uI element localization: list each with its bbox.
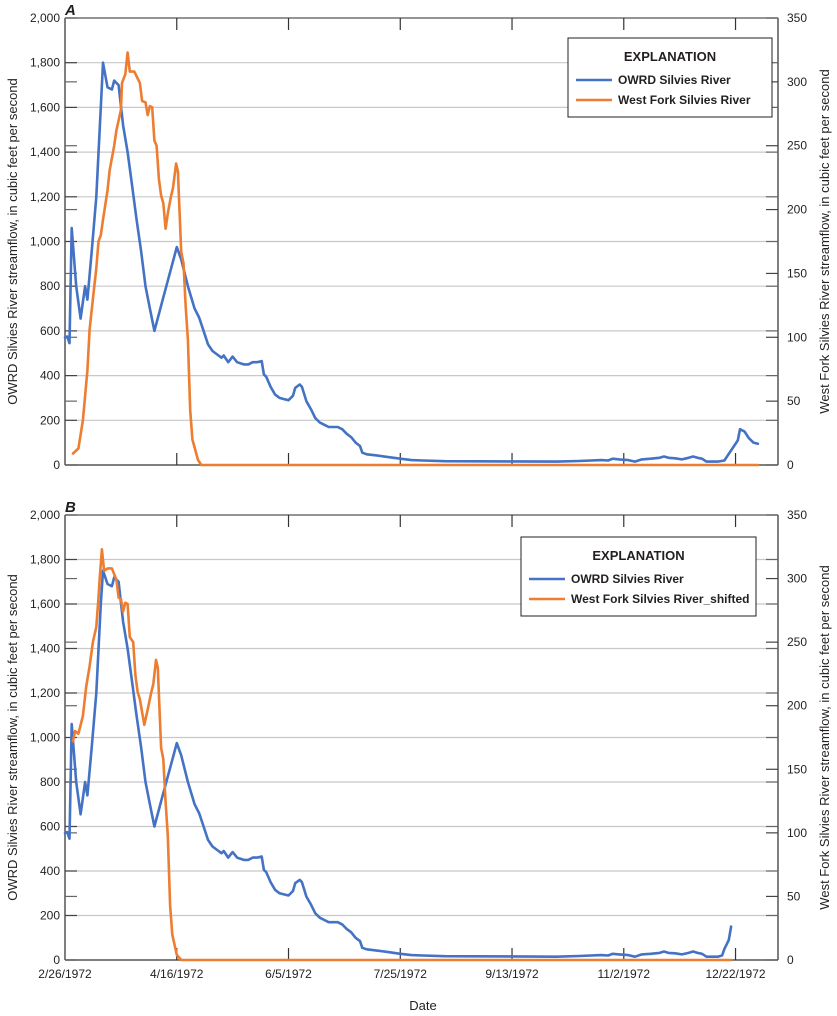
panel-label-a: A xyxy=(64,2,76,19)
right-tick-label-a-1: 50 xyxy=(787,394,801,408)
legend-title-a: EXPLANATION xyxy=(624,49,716,64)
left-tick-label-b-3: 600 xyxy=(40,820,60,834)
left-tick-label-a-1: 200 xyxy=(40,413,60,427)
series-line-b-westfork xyxy=(71,547,733,962)
x-tick-label-4: 9/13/1972 xyxy=(485,967,539,981)
right-tick-label-b-1: 50 xyxy=(787,889,801,903)
panel-label-b: B xyxy=(65,499,76,516)
right-tick-label-a-6: 300 xyxy=(787,75,807,89)
left-tick-label-b-1: 200 xyxy=(40,909,60,923)
legend-entry-a-1: West Fork Silvies River xyxy=(618,93,751,107)
legend-entry-a-0: OWRD Silvies River xyxy=(618,73,731,87)
left-tick-label-b-9: 1,800 xyxy=(30,553,60,567)
left-axis-title-a: OWRD Silvies River streamflow, in cubic … xyxy=(5,78,20,405)
left-tick-label-b-7: 1,400 xyxy=(30,642,60,656)
series-line-a-westfork xyxy=(71,51,760,467)
legend-entry-b-1: West Fork Silvies River_shifted xyxy=(571,592,750,606)
x-axis-title: Date xyxy=(409,998,436,1013)
x-tick-label-5: 11/2/1972 xyxy=(598,967,651,981)
right-axis-title-b: West Fork Silvies River streamflow, in c… xyxy=(817,565,832,909)
left-tick-label-a-5: 1,000 xyxy=(30,235,60,249)
right-axis-title-a: West Fork Silvies River streamflow, in c… xyxy=(817,69,832,413)
series-line-a-owrd xyxy=(63,61,760,463)
left-tick-label-b-5: 1,000 xyxy=(30,731,60,745)
x-tick-label-6: 12/22/1972 xyxy=(706,967,766,981)
right-tick-label-a-4: 200 xyxy=(787,203,807,217)
left-tick-label-a-6: 1,200 xyxy=(30,190,60,204)
left-tick-label-a-7: 1,400 xyxy=(30,145,60,159)
right-tick-label-a-5: 250 xyxy=(787,139,807,153)
x-tick-label-0: 2/26/1972 xyxy=(38,967,92,981)
legend-box-a xyxy=(567,37,773,118)
right-tick-label-b-4: 200 xyxy=(787,699,807,713)
left-tick-label-b-8: 1,600 xyxy=(30,597,60,611)
series-line-b-owrd xyxy=(63,569,733,959)
legend-title-b: EXPLANATION xyxy=(592,548,684,563)
left-tick-label-a-9: 1,800 xyxy=(30,56,60,70)
left-tick-label-a-8: 1,600 xyxy=(30,100,60,114)
left-tick-label-b-4: 800 xyxy=(40,775,60,789)
right-tick-label-a-2: 100 xyxy=(787,330,807,344)
x-tick-label-1: 4/16/1972 xyxy=(150,967,204,981)
legend-entry-b-0: OWRD Silvies River xyxy=(571,572,684,586)
right-tick-label-a-3: 150 xyxy=(787,266,807,280)
left-tick-label-b-10: 2,000 xyxy=(30,508,60,522)
left-axis-title-b: OWRD Silvies River streamflow, in cubic … xyxy=(5,574,20,901)
right-tick-label-b-0: 0 xyxy=(787,953,794,967)
right-tick-label-b-3: 150 xyxy=(787,762,807,776)
left-tick-label-b-6: 1,200 xyxy=(30,686,60,700)
right-tick-label-b-7: 350 xyxy=(787,508,807,522)
x-tick-label-2: 6/5/1972 xyxy=(265,967,312,981)
legend-box-b xyxy=(520,536,757,617)
left-tick-label-a-2: 400 xyxy=(40,369,60,383)
left-tick-label-a-3: 600 xyxy=(40,324,60,338)
right-tick-label-b-6: 300 xyxy=(787,572,807,586)
left-tick-label-a-10: 2,000 xyxy=(30,11,60,25)
left-tick-label-a-0: 0 xyxy=(53,458,60,472)
right-tick-label-b-2: 100 xyxy=(787,826,807,840)
right-tick-label-b-5: 250 xyxy=(787,635,807,649)
x-tick-label-3: 7/25/1972 xyxy=(374,967,428,981)
right-tick-label-a-7: 350 xyxy=(787,11,807,25)
left-tick-label-a-4: 800 xyxy=(40,279,60,293)
left-tick-label-b-2: 400 xyxy=(40,864,60,878)
right-tick-label-a-0: 0 xyxy=(787,458,794,472)
left-tick-label-b-0: 0 xyxy=(53,953,60,967)
